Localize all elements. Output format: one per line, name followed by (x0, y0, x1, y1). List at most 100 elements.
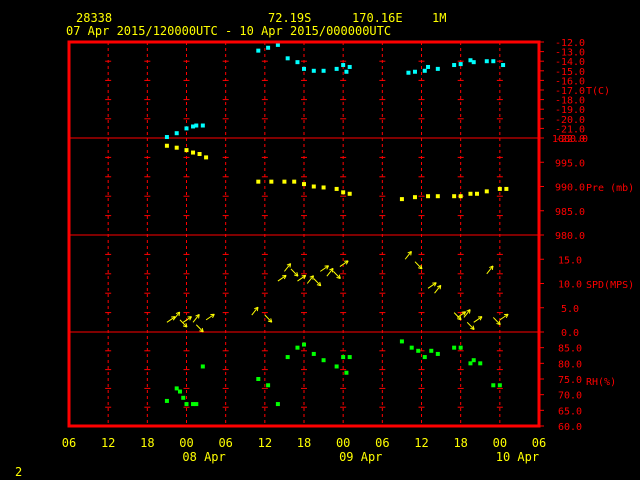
y-tick-label: -22.0 (555, 134, 585, 145)
y-tick-label: 5.0 (561, 304, 579, 315)
x-tick-label: 18 (140, 436, 154, 450)
humidity-point (458, 345, 463, 350)
wind-arrowhead (198, 314, 200, 319)
wind-arrow (284, 263, 292, 272)
humidity-point (471, 358, 476, 363)
temperature-point (302, 66, 306, 71)
temperature-point (491, 59, 496, 64)
pressure-point (302, 182, 306, 187)
wind-arrow (404, 251, 412, 260)
wind-arrowhead (296, 272, 299, 277)
panel-label: SPD(MPS) (586, 280, 634, 291)
humidity-point (181, 395, 186, 400)
wind-arrowhead (286, 263, 291, 266)
x-tick-label: 18 (297, 436, 311, 450)
wind-arrowhead (439, 285, 442, 290)
pressure-point (204, 155, 209, 160)
pressure-point (399, 197, 404, 202)
pressure-point (282, 179, 287, 184)
wind-arrow (320, 265, 329, 272)
temperature-point (347, 64, 352, 69)
temperature-point (422, 68, 427, 73)
humidity-point (194, 402, 199, 407)
wind-arrow (499, 313, 509, 321)
humidity-point (416, 348, 421, 353)
humidity-point (321, 358, 326, 363)
y-tick-label: 75.0 (558, 375, 582, 386)
y-tick-label: 980.0 (555, 231, 585, 242)
wind-arrowhead (293, 274, 299, 277)
y-tick-label: -15.0 (555, 67, 585, 78)
panel-label: RH(%) (586, 377, 616, 388)
x-date-label: 08 Apr (182, 450, 225, 464)
pressure-point (321, 185, 326, 190)
wind-arrowhead (212, 314, 215, 319)
temperature-point (164, 135, 169, 140)
pressure-point (174, 145, 179, 150)
pressure-point (458, 194, 463, 199)
wind-arrowhead (316, 284, 321, 287)
wind-arrowhead (505, 314, 509, 319)
wind-arrowhead (319, 281, 322, 286)
temperature-point (266, 45, 271, 50)
temperature-point (200, 123, 205, 128)
humidity-point (491, 383, 496, 388)
temperature-point (452, 63, 457, 68)
temperature-point (285, 56, 290, 61)
temperature-point (321, 68, 326, 73)
wind-arrowhead (326, 265, 330, 270)
y-tick-label: 60.0 (558, 422, 582, 433)
humidity-point (311, 351, 316, 356)
y-tick-label: -14.0 (555, 57, 585, 68)
pressure-point (347, 191, 352, 196)
wind-arrowhead (303, 275, 307, 280)
wind-arrowhead (199, 330, 204, 333)
y-tick-label: 70.0 (558, 391, 582, 402)
wind-arrowhead (178, 311, 181, 317)
x-tick-label: 00 (493, 436, 507, 450)
x-tick-label: 12 (101, 436, 115, 450)
wind-arrowhead (463, 311, 467, 316)
temperature-point (256, 48, 261, 53)
y-tick-label: 80.0 (558, 359, 582, 370)
temperature-point (468, 58, 473, 63)
x-tick-label: 12 (258, 436, 272, 450)
wind-arrow (297, 275, 307, 282)
temperature-point (184, 126, 189, 131)
x-tick-label: 06 (375, 436, 389, 450)
temperature-point (406, 70, 411, 75)
pressure-point (504, 186, 509, 191)
wind-arrow (182, 316, 192, 323)
wind-arrowhead (491, 265, 494, 270)
humidity-point (344, 370, 349, 375)
level: 1M (432, 11, 447, 25)
temperature-point (334, 66, 339, 71)
pressure-point (435, 194, 440, 199)
y-tick-label: -13.0 (555, 48, 585, 59)
wind-arrowhead (182, 325, 188, 328)
humidity-point (266, 383, 271, 388)
wind-arrowhead (189, 316, 192, 321)
y-tick-label: 0.0 (561, 328, 579, 339)
humidity-point (334, 364, 339, 369)
y-tick-label: 10.0 (558, 280, 582, 291)
temperature-point (458, 62, 463, 67)
humidity-point (191, 402, 196, 407)
y-tick-label: -21.0 (555, 124, 585, 135)
wind-arrow (463, 309, 471, 318)
x-tick-label: 06 (532, 436, 546, 450)
wind-arrowhead (329, 267, 334, 271)
humidity-point (429, 348, 434, 353)
x-tick-label: 12 (414, 436, 428, 450)
y-tick-label: 995.0 (555, 158, 585, 169)
station-id: 28338 (76, 11, 113, 25)
wind-arrowhead (479, 316, 483, 321)
humidity-point (409, 345, 414, 350)
wind-arrow (166, 316, 176, 323)
wind-arrow (457, 311, 466, 318)
y-tick-label: -12.0 (555, 38, 585, 49)
humidity-point (347, 355, 352, 360)
x-tick-label: 06 (62, 436, 76, 450)
pressure-point (474, 191, 479, 196)
